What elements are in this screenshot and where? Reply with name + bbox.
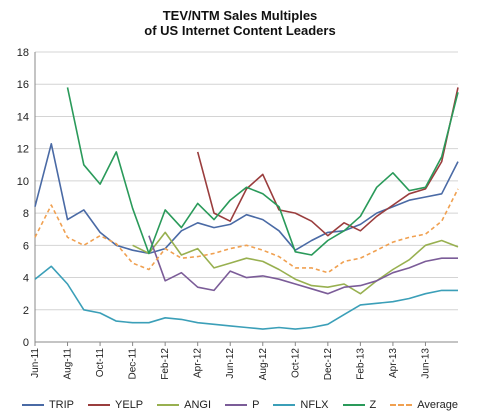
legend-item-angi: ANGI (157, 399, 211, 411)
legend-swatch (225, 404, 248, 406)
chart-subtitle: of US Internet Content Leaders (144, 23, 336, 38)
x-tick-label: Jun-11 (30, 348, 41, 378)
y-tick-label: 8 (23, 208, 29, 220)
legend-item-p: P (225, 399, 259, 411)
y-tick-labels: 0 2 4 6 8 10 12 14 16 18 (17, 47, 29, 349)
legend-item-average: Average (390, 399, 458, 411)
legend-label: TRIP (48, 399, 75, 411)
legend-label: ANGI (184, 399, 212, 411)
legend-label: Average (417, 399, 459, 411)
y-tick-label: 10 (17, 176, 29, 188)
y-tick-label: 12 (17, 144, 29, 156)
series-line-p (148, 235, 458, 295)
x-tick-label: Jun-12 (225, 348, 236, 379)
series-line-nflx (34, 265, 458, 330)
y-tick-label: 16 (17, 79, 29, 91)
legend-swatch (273, 404, 296, 406)
y-tick-label: 18 (17, 47, 29, 59)
series-line-angi (132, 231, 459, 295)
series-line-average (34, 188, 459, 274)
legend-item-z: Z (342, 399, 377, 411)
legend-label: YELP (115, 399, 144, 411)
legend-item-trip: TRIP (21, 399, 75, 411)
y-tick-label: 14 (17, 111, 29, 123)
chart-title-block: TEV/NTM Sales Multiples of US Internet C… (0, 8, 480, 38)
series-line-yelp (196, 87, 459, 237)
legend: TRIP YELP ANGI P NFLX Z Average (0, 397, 480, 413)
y-tick-label: 0 (23, 337, 29, 349)
y-tick-label: 2 (23, 305, 29, 317)
x-tick-label: Feb-12 (160, 348, 171, 380)
legend-item-yelp: YELP (88, 399, 143, 411)
x-tick-label: Jun-13 (420, 348, 431, 379)
gridlines (35, 51, 458, 343)
legend-swatch (88, 404, 111, 406)
x-tick-label: Aug-11 (63, 348, 74, 380)
legend-swatch (21, 404, 44, 406)
y-tick-label: 4 (23, 273, 29, 285)
legend-item-nflx: NFLX (273, 399, 329, 411)
x-tick-labels: Jun-11 Aug-11 Oct-11 Dec-11 Feb-12 Apr-12 Jun-… (30, 348, 431, 381)
legend-label: NFLX (300, 399, 329, 411)
x-tick-label: Apr-12 (193, 348, 204, 378)
series-line-z (66, 87, 459, 256)
legend-swatch (157, 404, 180, 406)
legend-swatch (390, 404, 413, 406)
x-tick-label: Oct-11 (95, 348, 106, 378)
x-tick-label: Dec-12 (323, 348, 334, 381)
x-tick-label: Feb-13 (355, 348, 366, 380)
legend-label: Z (369, 399, 377, 411)
x-tick-label: Dec-11 (128, 348, 139, 380)
x-tick-label: Oct-12 (290, 348, 301, 378)
y-tick-label: 6 (23, 240, 29, 252)
axes (34, 52, 458, 346)
legend-swatch (342, 404, 365, 406)
x-tick-label: Aug-12 (258, 348, 269, 381)
chart-title: TEV/NTM Sales Multiples (162, 8, 318, 23)
series-lines (34, 87, 459, 330)
x-tick-label: Apr-13 (388, 348, 399, 378)
legend-label: P (252, 399, 260, 411)
